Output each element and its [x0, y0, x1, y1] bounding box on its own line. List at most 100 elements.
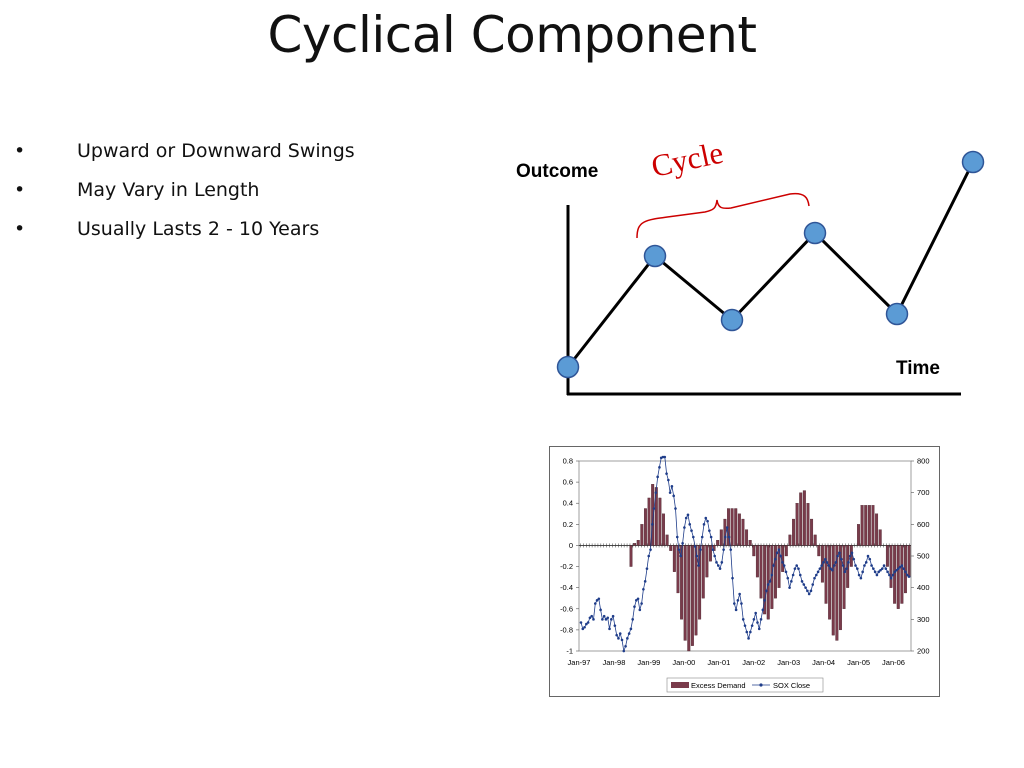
bar — [784, 545, 788, 557]
chart-legend: Excess Demand SOX Close — [666, 677, 824, 693]
sox-point — [595, 599, 599, 602]
sox-point — [588, 616, 592, 620]
sox-point — [590, 614, 593, 618]
bar — [788, 534, 792, 546]
sox-point — [897, 567, 900, 570]
sox-point — [873, 570, 877, 574]
sox-point — [848, 554, 852, 558]
sox-point — [752, 618, 756, 621]
cycle-point — [885, 302, 909, 326]
bar — [662, 513, 665, 546]
sox-point — [675, 535, 679, 539]
bullet-text: Upward or Downward Swings — [77, 140, 355, 162]
sox-point — [679, 554, 683, 558]
sox-point — [831, 568, 834, 572]
bar — [640, 524, 644, 546]
bar — [885, 545, 889, 567]
sox-point — [684, 516, 688, 520]
sox-point — [668, 491, 672, 494]
sox-point — [672, 494, 675, 498]
sox-point — [579, 621, 583, 624]
sox-point — [877, 570, 880, 574]
sox-point — [763, 599, 766, 602]
bar — [763, 545, 767, 615]
sox-point — [818, 567, 822, 570]
sox-point — [852, 557, 856, 561]
bar — [907, 545, 911, 578]
bar — [701, 545, 705, 599]
sox-point — [879, 568, 882, 572]
y-right-tick-label: 700 — [917, 488, 930, 497]
sox-point — [880, 567, 884, 570]
sox-point — [759, 618, 763, 621]
sox-point — [854, 564, 857, 567]
sox-point — [902, 567, 905, 570]
bar — [835, 545, 839, 641]
sox-point — [845, 567, 848, 570]
sox-point — [617, 637, 620, 640]
sox-point — [604, 618, 608, 621]
cycle-brace — [636, 192, 810, 239]
sox-point — [832, 564, 836, 567]
sox-point — [658, 466, 661, 469]
sox-point — [708, 529, 711, 532]
bar — [842, 545, 846, 609]
sox-point — [638, 608, 642, 612]
sox-point — [610, 618, 613, 621]
x-tick-label: Jan-06 — [882, 658, 905, 667]
sox-point — [733, 602, 736, 605]
sox-point — [697, 564, 700, 567]
sox-point — [856, 567, 859, 570]
bar — [896, 545, 900, 609]
x-tick-label: Jan-99 — [637, 658, 660, 667]
sox-point — [626, 637, 629, 640]
bar — [730, 508, 734, 546]
bar — [687, 545, 691, 652]
legend-label: Excess Demand — [691, 681, 746, 690]
bar — [810, 518, 814, 546]
x-tick-label: Jan-02 — [742, 658, 765, 667]
bar — [860, 505, 864, 546]
y-right-tick-label: 400 — [917, 583, 930, 592]
sox-point — [720, 561, 724, 564]
sox-point — [872, 567, 875, 570]
sox-point — [631, 618, 634, 621]
sox-point — [841, 564, 845, 567]
cycle-label: Cycle — [648, 135, 726, 184]
sox-point — [681, 542, 684, 545]
bullet-glyph: • — [14, 179, 26, 201]
y-right-tick-label: 600 — [917, 520, 930, 529]
sox-point — [798, 573, 802, 577]
bar — [690, 545, 694, 646]
bar — [636, 540, 640, 546]
sox-point — [677, 548, 681, 551]
cycle-point — [803, 221, 827, 245]
sox-point — [743, 624, 747, 627]
sox-point — [905, 573, 909, 577]
y-left-tick-label: -1 — [566, 647, 573, 656]
bar-series — [629, 484, 911, 652]
sox-point — [754, 611, 757, 615]
sox-point — [715, 561, 718, 564]
bullet-glyph: • — [14, 140, 26, 162]
sox-point — [784, 570, 788, 574]
sox-point — [898, 565, 902, 569]
legend-swatch-bars — [671, 682, 689, 688]
y-left-tick-label: 0.4 — [563, 499, 573, 508]
bar — [658, 497, 662, 546]
sox-point — [834, 561, 838, 564]
sox-point — [884, 567, 888, 570]
sox-point — [839, 557, 843, 561]
sox-point — [786, 576, 790, 580]
x-tick-label: Jan-98 — [602, 658, 625, 667]
line-series — [579, 455, 911, 653]
sox-point — [745, 630, 749, 634]
sox-point — [781, 561, 784, 564]
sox-point — [583, 625, 586, 629]
bar — [745, 529, 749, 546]
sox-point — [667, 478, 670, 482]
legend-box — [666, 677, 824, 693]
sox-point — [601, 618, 604, 621]
y-left-tick-label: 0.6 — [563, 478, 573, 487]
sox-point — [766, 583, 770, 586]
